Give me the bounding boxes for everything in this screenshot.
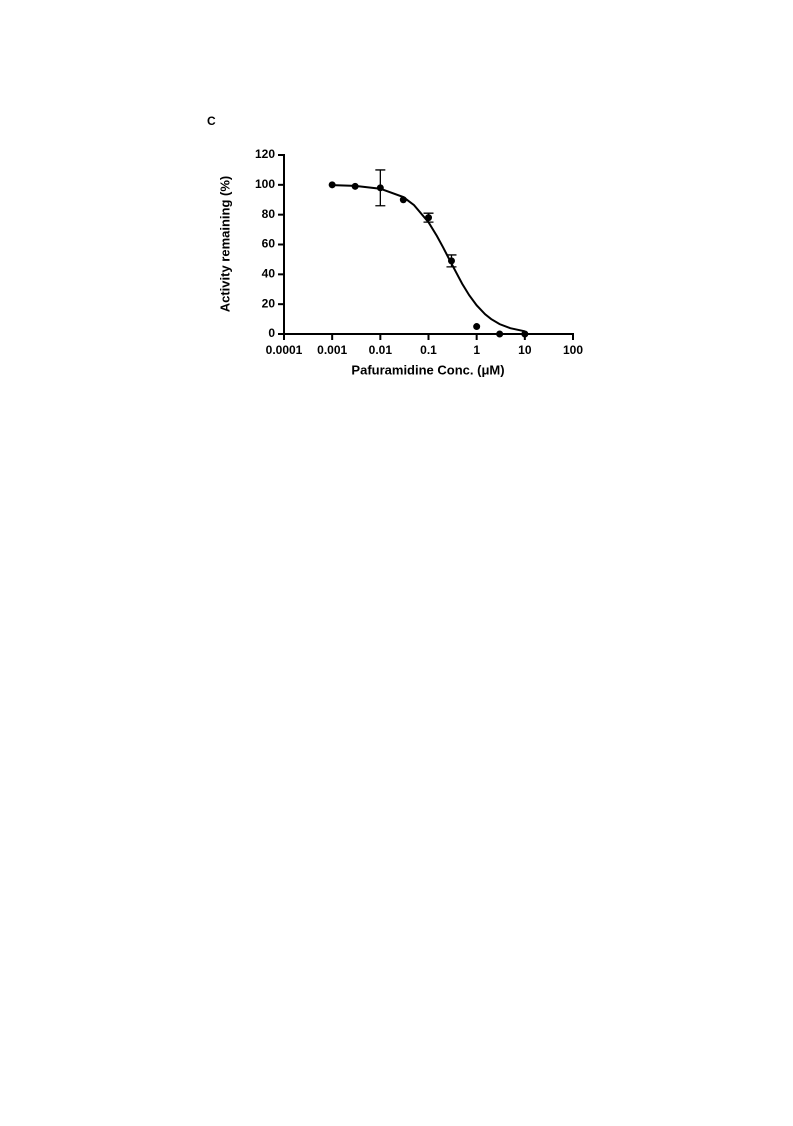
data-point <box>496 330 504 338</box>
y-tick-label: 40 <box>262 267 276 281</box>
data-point <box>425 214 432 222</box>
x-tick-label: 0.001 <box>317 343 347 357</box>
y-tick-label: 100 <box>255 177 275 191</box>
data-point <box>447 257 455 265</box>
y-tick-label: 80 <box>262 207 276 221</box>
data-point <box>399 196 407 204</box>
data-point <box>376 184 384 192</box>
x-tick-label: 0.01 <box>369 343 393 357</box>
x-tick-label: 0.1 <box>420 343 437 357</box>
y-tick-label: 0 <box>268 326 275 340</box>
x-tick-label: 10 <box>518 343 532 357</box>
data-point <box>473 323 481 331</box>
y-axis-label: Activity remaining (%) <box>217 176 232 313</box>
fit-curve <box>332 184 526 333</box>
x-tick-label: 100 <box>563 343 583 357</box>
y-tick-label: 20 <box>262 296 276 310</box>
x-tick-label: 1 <box>473 343 480 357</box>
y-tick-label: 120 <box>255 147 275 161</box>
panel-label: C <box>207 114 216 128</box>
x-axis-label: Pafuramidine Conc. (μM) <box>351 362 504 377</box>
y-tick-label: 60 <box>262 237 276 251</box>
x-tick-label: 0.0001 <box>266 343 303 357</box>
data-point <box>328 181 336 189</box>
data-point <box>351 182 359 190</box>
data-point <box>521 330 529 338</box>
